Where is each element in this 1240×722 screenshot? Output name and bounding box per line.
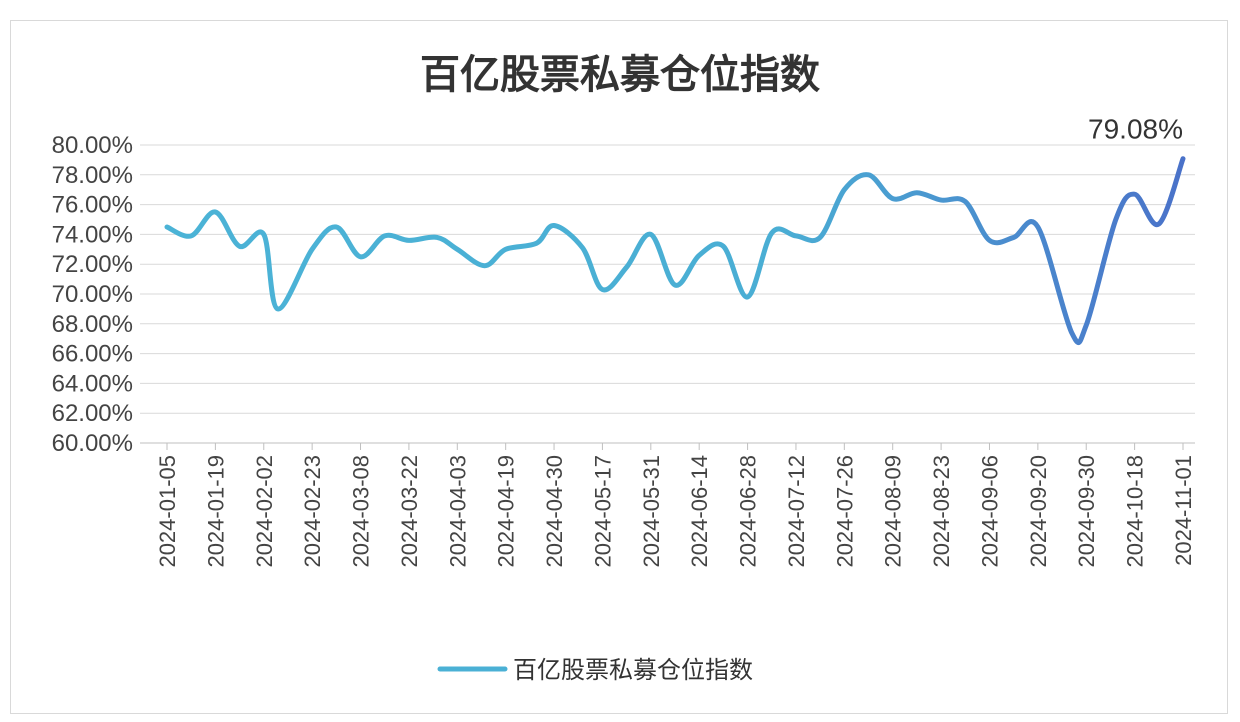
y-axis-tick-labels: 60.00% 62.00% 64.00%66.00% 68.00% 70.00% 72.0… xyxy=(52,132,133,457)
y-tick-label: 80.00% xyxy=(52,132,133,159)
y-tick-label: 76.00% xyxy=(52,192,133,219)
x-tick-label: 2024-08-09 xyxy=(881,455,906,568)
x-axis xyxy=(166,443,1184,450)
x-tick-label: 2024-06-28 xyxy=(736,455,761,568)
x-tick-label: 2024-07-26 xyxy=(832,455,857,568)
x-tick-label: 2024-11-01 xyxy=(1171,455,1196,566)
x-tick-label: 2024-05-31 xyxy=(639,455,664,568)
data-label-last: 79.08% xyxy=(1088,114,1183,145)
x-tick-label: 2024-02-02 xyxy=(252,455,277,568)
x-tick-label: 2024-09-20 xyxy=(1026,455,1051,568)
x-tick-label: 2024-05-17 xyxy=(590,455,615,568)
x-tick-label: 2024-07-12 xyxy=(784,455,809,568)
y-tick-label: 72.00% xyxy=(52,251,133,278)
x-tick-label: 2024-03-08 xyxy=(349,455,374,568)
x-axis-tick-labels: 2024-01-05 2024-01-19 2024-02-02 2024-02-23… xyxy=(155,455,1196,568)
x-tick-label: 2024-04-03 xyxy=(445,455,470,568)
data-labels: 79.08% xyxy=(1088,114,1183,145)
x-tick-label: 2024-03-22 xyxy=(397,455,422,568)
x-tick-label: 2024-10-18 xyxy=(1123,455,1148,568)
y-tick-label: 68.00% xyxy=(52,311,133,338)
series-group xyxy=(164,156,1186,346)
y-tick-label: 66.00% xyxy=(52,341,133,368)
y-tick-label: 64.00% xyxy=(52,370,133,397)
x-tick-label: 2024-09-06 xyxy=(977,455,1002,568)
y-tick-label: 74.00% xyxy=(52,221,133,248)
x-tick-label: 2024-01-05 xyxy=(155,455,180,568)
x-tick-label: 2024-04-30 xyxy=(542,455,567,568)
x-tick-label: 2024-02-23 xyxy=(300,455,325,568)
x-tick-label: 2024-09-30 xyxy=(1074,455,1099,568)
series-line xyxy=(164,156,1186,346)
x-tick-label: 2024-01-19 xyxy=(203,455,228,568)
legend-label: 百亿股票私募仓位指数 xyxy=(513,656,753,684)
y-tick-label: 70.00% xyxy=(52,281,133,308)
x-tick-label: 2024-06-14 xyxy=(687,455,712,568)
legend: 百亿股票私募仓位指数 xyxy=(437,656,753,684)
gridlines xyxy=(140,144,1195,444)
y-tick-label: 78.00% xyxy=(52,162,133,189)
y-tick-label: 62.00% xyxy=(52,400,133,427)
chart-title: 百亿股票私募仓位指数 xyxy=(420,52,820,98)
y-tick-label: 60.00% xyxy=(52,430,133,457)
x-tick-label: 2024-04-19 xyxy=(494,455,519,568)
x-tick-label: 2024-08-23 xyxy=(929,455,954,568)
chart-frame xyxy=(10,20,1228,714)
